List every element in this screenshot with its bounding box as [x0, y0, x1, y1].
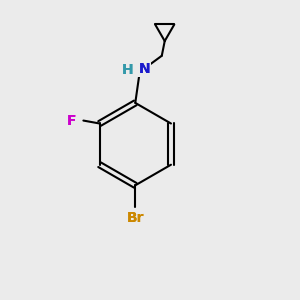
Text: Br: Br — [127, 211, 144, 225]
Text: N: N — [138, 62, 150, 76]
Text: H: H — [122, 64, 133, 77]
Text: F: F — [67, 114, 76, 128]
Text: Br: Br — [127, 211, 144, 225]
Text: H: H — [122, 64, 133, 77]
Text: F: F — [67, 114, 76, 128]
Text: N: N — [138, 62, 150, 76]
